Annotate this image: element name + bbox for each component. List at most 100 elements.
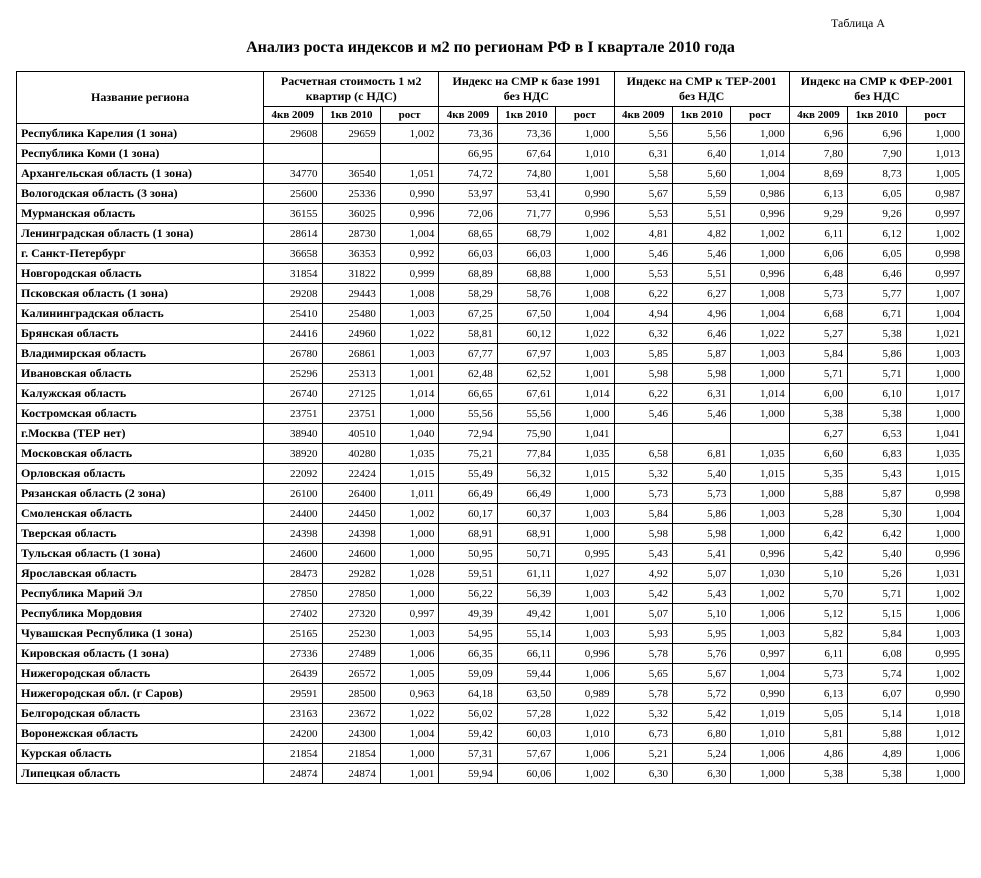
cell-value: 27402 — [264, 604, 322, 624]
cell-value: 28500 — [322, 684, 380, 704]
cell-value: 26439 — [264, 664, 322, 684]
cell-value: 66,03 — [497, 244, 555, 264]
cell-value: 1,041 — [556, 424, 614, 444]
cell-value: 25336 — [322, 184, 380, 204]
cell-value: 36540 — [322, 164, 380, 184]
cell-value: 1,003 — [380, 304, 438, 324]
cell-value: 6,11 — [789, 224, 847, 244]
cell-value: 5,88 — [848, 724, 906, 744]
table-row: Тульская область (1 зона)24600246001,000… — [17, 544, 965, 564]
cell-value: 0,990 — [556, 184, 614, 204]
table-row: Новгородская область31854318220,99968,89… — [17, 264, 965, 284]
cell-value: 68,89 — [439, 264, 497, 284]
cell-value: 1,000 — [906, 124, 964, 144]
cell-value: 36658 — [264, 244, 322, 264]
cell-value: 8,73 — [848, 164, 906, 184]
header-group-3: Индекс на СМР к ТЕР-2001 без НДС — [614, 72, 789, 107]
cell-value: 1,006 — [380, 644, 438, 664]
cell-value: 26400 — [322, 484, 380, 504]
cell-value: 6,30 — [672, 764, 730, 784]
cell-value: 72,94 — [439, 424, 497, 444]
cell-value: 1,010 — [556, 144, 614, 164]
cell-value: 1,006 — [556, 744, 614, 764]
cell-value: 1,002 — [731, 224, 789, 244]
table-row: Республика Марий Эл27850278501,00056,225… — [17, 584, 965, 604]
header-sub: рост — [906, 107, 964, 124]
cell-value: 25410 — [264, 304, 322, 324]
cell-value: 6,12 — [848, 224, 906, 244]
cell-value: 60,37 — [497, 504, 555, 524]
table-row: Воронежская область24200243001,00459,426… — [17, 724, 965, 744]
cell-value: 1,031 — [906, 564, 964, 584]
cell-value: 25296 — [264, 364, 322, 384]
cell-value: 1,004 — [906, 304, 964, 324]
cell-value: 57,28 — [497, 704, 555, 724]
cell-value: 1,021 — [906, 324, 964, 344]
cell-value: 29282 — [322, 564, 380, 584]
cell-value: 24200 — [264, 724, 322, 744]
cell-value: 5,60 — [672, 164, 730, 184]
cell-value: 1,008 — [380, 284, 438, 304]
cell-value: 1,006 — [731, 604, 789, 624]
cell-value: 0,998 — [906, 484, 964, 504]
cell-value: 5,67 — [614, 184, 672, 204]
cell-value: 28730 — [322, 224, 380, 244]
cell-value: 1,014 — [731, 384, 789, 404]
cell-value: 5,27 — [789, 324, 847, 344]
cell-value: 0,992 — [380, 244, 438, 264]
cell-value: 5,56 — [672, 124, 730, 144]
cell-value: 66,03 — [439, 244, 497, 264]
header-sub: 4кв 2009 — [614, 107, 672, 124]
cell-value — [264, 144, 322, 164]
cell-value: 1,000 — [906, 524, 964, 544]
header-sub: 4кв 2009 — [439, 107, 497, 124]
cell-value: 67,97 — [497, 344, 555, 364]
cell-value: 5,14 — [848, 704, 906, 724]
cell-value: 49,39 — [439, 604, 497, 624]
cell-value: 24874 — [264, 764, 322, 784]
data-table: Название региона Расчетная стоимость 1 м… — [16, 71, 965, 784]
cell-value: 6,31 — [672, 384, 730, 404]
cell-value: 57,31 — [439, 744, 497, 764]
table-row: Владимирская область26780268611,00367,77… — [17, 344, 965, 364]
table-row: Ярославская область28473292821,02859,516… — [17, 564, 965, 584]
cell-region: Ярославская область — [17, 564, 264, 584]
cell-value: 1,008 — [731, 284, 789, 304]
cell-value: 6,10 — [848, 384, 906, 404]
cell-value: 5,05 — [789, 704, 847, 724]
cell-value: 6,00 — [789, 384, 847, 404]
cell-value: 5,73 — [789, 284, 847, 304]
cell-region: Ленинградская область (1 зона) — [17, 224, 264, 244]
cell-value: 5,42 — [789, 544, 847, 564]
cell-value — [380, 144, 438, 164]
cell-value: 1,003 — [556, 584, 614, 604]
cell-value: 5,78 — [614, 644, 672, 664]
cell-value: 24960 — [322, 324, 380, 344]
table-row: Калужская область26740271251,01466,6567,… — [17, 384, 965, 404]
cell-value: 66,49 — [439, 484, 497, 504]
cell-value — [731, 424, 789, 444]
cell-value: 5,81 — [789, 724, 847, 744]
cell-value: 1,014 — [556, 384, 614, 404]
cell-value: 5,71 — [789, 364, 847, 384]
cell-value: 31854 — [264, 264, 322, 284]
cell-value: 1,003 — [556, 504, 614, 524]
cell-value: 1,006 — [906, 604, 964, 624]
table-row: Псковская область (1 зона)29208294431,00… — [17, 284, 965, 304]
cell-value: 25600 — [264, 184, 322, 204]
cell-region: Псковская область (1 зона) — [17, 284, 264, 304]
cell-value: 60,12 — [497, 324, 555, 344]
table-row: г. Санкт-Петербург36658363530,99266,0366… — [17, 244, 965, 264]
cell-value: 0,987 — [906, 184, 964, 204]
cell-region: Калужская область — [17, 384, 264, 404]
cell-value: 6,22 — [614, 284, 672, 304]
cell-value: 1,003 — [380, 624, 438, 644]
cell-region: Орловская область — [17, 464, 264, 484]
cell-region: Республика Марий Эл — [17, 584, 264, 604]
cell-value: 1,000 — [731, 404, 789, 424]
table-row: Чувашская Республика (1 зона)25165252301… — [17, 624, 965, 644]
cell-value: 5,43 — [672, 584, 730, 604]
cell-value: 1,013 — [906, 144, 964, 164]
cell-value: 25165 — [264, 624, 322, 644]
cell-value: 0,990 — [731, 684, 789, 704]
